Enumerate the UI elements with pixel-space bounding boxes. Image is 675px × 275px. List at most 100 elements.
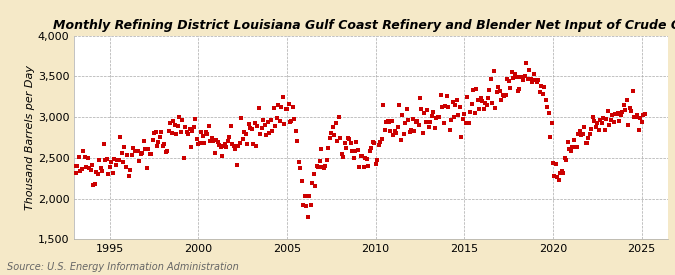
Point — [602, 109, 613, 113]
Point — [470, 87, 481, 91]
Point — [90, 182, 101, 186]
Point — [587, 115, 598, 120]
Point — [200, 130, 211, 134]
Point — [215, 145, 226, 149]
Point — [524, 68, 535, 72]
Point — [246, 126, 257, 131]
Point — [419, 111, 430, 116]
Point — [607, 113, 618, 117]
Point — [184, 127, 195, 131]
Point — [508, 76, 518, 80]
Point — [520, 74, 531, 78]
Point — [84, 166, 95, 170]
Point — [435, 92, 446, 97]
Point — [388, 132, 399, 137]
Point — [506, 70, 517, 75]
Point — [632, 113, 643, 117]
Point — [176, 130, 186, 134]
Point — [193, 142, 204, 147]
Point — [494, 89, 505, 93]
Point — [466, 102, 477, 106]
Point — [177, 117, 188, 122]
Point — [450, 103, 461, 107]
Point — [270, 123, 281, 128]
Point — [285, 120, 296, 124]
Point — [249, 121, 260, 125]
Point — [301, 204, 312, 208]
Point — [109, 156, 119, 161]
Point — [101, 156, 112, 161]
Point — [421, 120, 431, 124]
Point — [333, 115, 344, 119]
Point — [138, 139, 149, 143]
Title: Monthly Refining District Louisiana Gulf Coast Refinery and Blender Net Input of: Monthly Refining District Louisiana Gulf… — [53, 19, 675, 32]
Point — [404, 130, 415, 134]
Point — [580, 141, 591, 145]
Point — [248, 142, 259, 147]
Point — [571, 144, 582, 149]
Point — [521, 60, 532, 65]
Point — [181, 130, 192, 134]
Point — [427, 114, 437, 118]
Point — [582, 141, 593, 145]
Point — [537, 92, 548, 96]
Point — [570, 145, 580, 149]
Point — [107, 171, 118, 176]
Point — [236, 116, 246, 120]
Point — [172, 124, 183, 128]
Point — [171, 132, 182, 137]
Point — [371, 162, 381, 167]
Point — [243, 121, 254, 126]
Point — [153, 139, 164, 144]
Point — [194, 141, 205, 146]
Point — [106, 160, 117, 164]
Point — [356, 154, 367, 158]
Point — [564, 147, 574, 151]
Point — [363, 164, 374, 169]
Point — [551, 162, 562, 167]
Point — [259, 123, 270, 128]
Point — [81, 165, 92, 169]
Point — [190, 117, 201, 121]
Point — [187, 129, 198, 133]
Point — [329, 133, 340, 137]
Point — [348, 156, 359, 160]
Point — [422, 108, 433, 112]
Point — [549, 173, 560, 178]
Point — [444, 128, 455, 132]
Point — [92, 172, 103, 176]
Point — [202, 132, 213, 136]
Point — [406, 128, 416, 132]
Point — [117, 160, 128, 164]
Point — [344, 137, 354, 141]
Point — [148, 131, 159, 135]
Point — [489, 69, 500, 73]
Point — [477, 99, 487, 104]
Point — [360, 156, 371, 160]
Point — [110, 163, 121, 167]
Point — [414, 95, 425, 100]
Point — [225, 124, 236, 128]
Point — [289, 117, 300, 122]
Point — [629, 114, 640, 119]
Point — [372, 158, 383, 162]
Point — [299, 194, 310, 199]
Point — [313, 165, 323, 169]
Point — [162, 149, 173, 153]
Point — [425, 119, 436, 124]
Point — [263, 120, 273, 124]
Point — [412, 119, 423, 123]
Point — [490, 106, 501, 110]
Point — [140, 147, 151, 151]
Point — [364, 148, 375, 153]
Point — [321, 158, 332, 163]
Point — [555, 170, 566, 175]
Point — [535, 90, 545, 94]
Point — [583, 136, 594, 140]
Point — [85, 168, 96, 172]
Point — [614, 119, 625, 123]
Point — [560, 156, 570, 160]
Point — [545, 135, 556, 140]
Point — [327, 125, 338, 129]
Point — [527, 80, 538, 84]
